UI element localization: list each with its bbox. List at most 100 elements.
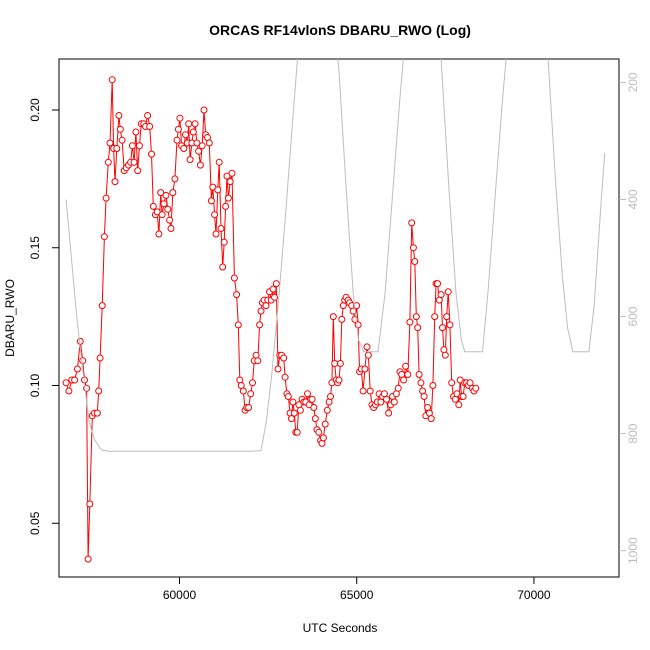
data-point (319, 434, 327, 442)
data-point (128, 142, 136, 150)
data-point (331, 360, 339, 367)
plot-frame (58, 58, 620, 578)
data-point (361, 365, 369, 373)
data-point (211, 211, 219, 219)
data-point (427, 415, 435, 423)
data-point (118, 136, 126, 144)
data-point (207, 197, 215, 205)
data-point (434, 280, 441, 288)
data-point (186, 156, 194, 164)
data-point (106, 139, 114, 147)
data-point (233, 291, 241, 299)
data-point (196, 161, 204, 169)
right-axis: 200 400 600 800 1000 (619, 72, 640, 564)
data-point (335, 376, 343, 384)
data-point (182, 131, 189, 139)
data-point (79, 357, 87, 365)
data-point (155, 230, 163, 238)
x-tick-label: 60000 (163, 588, 197, 602)
data-point (472, 384, 480, 392)
data-point (195, 147, 203, 155)
data-point (406, 318, 414, 326)
data-point (132, 128, 140, 136)
data-point (321, 420, 329, 428)
data-point (444, 288, 452, 296)
right-tick-label: 1000 (626, 537, 640, 564)
data-point (162, 191, 170, 199)
data-point (136, 142, 143, 150)
data-point (166, 216, 174, 224)
data-point (281, 373, 289, 381)
y-tick-label: 0.05 (28, 511, 42, 535)
data-point (284, 393, 292, 400)
data-point (108, 76, 116, 84)
data-point (439, 324, 446, 332)
data-point (234, 321, 242, 329)
data-point (431, 313, 439, 321)
data-point (171, 175, 179, 183)
data-point (164, 205, 172, 213)
data-point (185, 120, 193, 128)
data-point (429, 382, 437, 389)
data-point (148, 150, 155, 158)
data-point (448, 379, 456, 387)
data-point (364, 351, 372, 359)
data-point (383, 395, 390, 403)
data-point (323, 406, 331, 414)
data-point (130, 158, 138, 166)
data-point (214, 186, 222, 194)
data-point (274, 365, 282, 373)
data-point (441, 351, 449, 359)
data-point (327, 393, 334, 400)
data-point (363, 343, 371, 351)
data-point (354, 321, 362, 329)
data-point (404, 371, 412, 378)
data-point (84, 555, 92, 563)
data-point (222, 202, 230, 210)
data-point (149, 202, 157, 210)
data-point (65, 387, 73, 395)
data-point (158, 211, 166, 219)
data-point (134, 167, 142, 175)
right-tick-label: 400 (626, 189, 640, 209)
data-point (198, 142, 206, 150)
data-point (116, 125, 124, 133)
data-point (73, 365, 81, 373)
data-point (455, 401, 463, 409)
data-point (180, 145, 188, 152)
data-point (104, 158, 112, 166)
data-point (400, 376, 407, 384)
data-point (366, 387, 374, 395)
data-point (417, 379, 425, 387)
data-point (96, 354, 104, 362)
data-point (219, 263, 227, 271)
data-point (157, 189, 165, 197)
series-layer (62, 59, 606, 563)
data-point (102, 194, 110, 202)
x-tick-label: 70000 (517, 588, 551, 602)
data-point (409, 244, 417, 252)
data-point (257, 307, 265, 315)
data-point (310, 404, 318, 411)
data-point (338, 315, 346, 323)
x-tick-label: 65000 (340, 588, 374, 602)
series-line-1 (65, 59, 606, 452)
data-point (394, 384, 402, 392)
right-tick-label: 600 (626, 306, 640, 326)
data-point (351, 315, 359, 323)
data-point (424, 404, 432, 411)
data-point (272, 280, 280, 288)
data-point (414, 324, 422, 332)
data-point (212, 230, 220, 238)
data-point (62, 379, 70, 387)
data-point (256, 321, 264, 329)
data-point (308, 395, 316, 403)
data-point (420, 393, 428, 400)
data-point (239, 387, 247, 395)
x-axis: 60000 65000 70000 (163, 577, 551, 602)
data-point (217, 225, 225, 232)
data-point (415, 371, 423, 378)
data-point (280, 354, 288, 362)
data-point (98, 302, 106, 310)
